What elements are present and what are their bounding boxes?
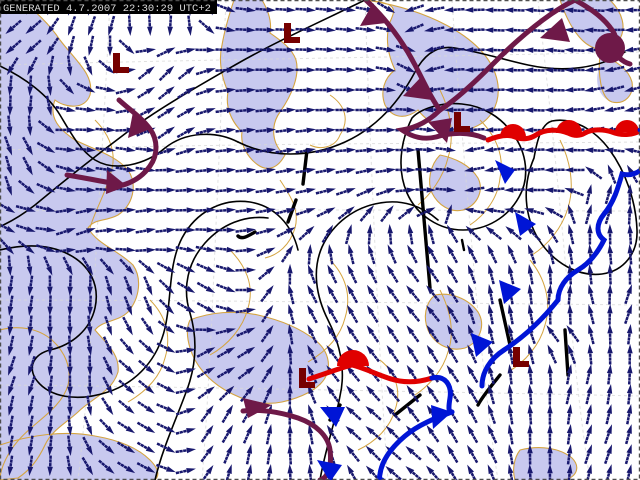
svg-text:GENERATED 4.7.2007 22:30:29 UT: GENERATED 4.7.2007 22:30:29 UTC+2	[3, 3, 211, 15]
